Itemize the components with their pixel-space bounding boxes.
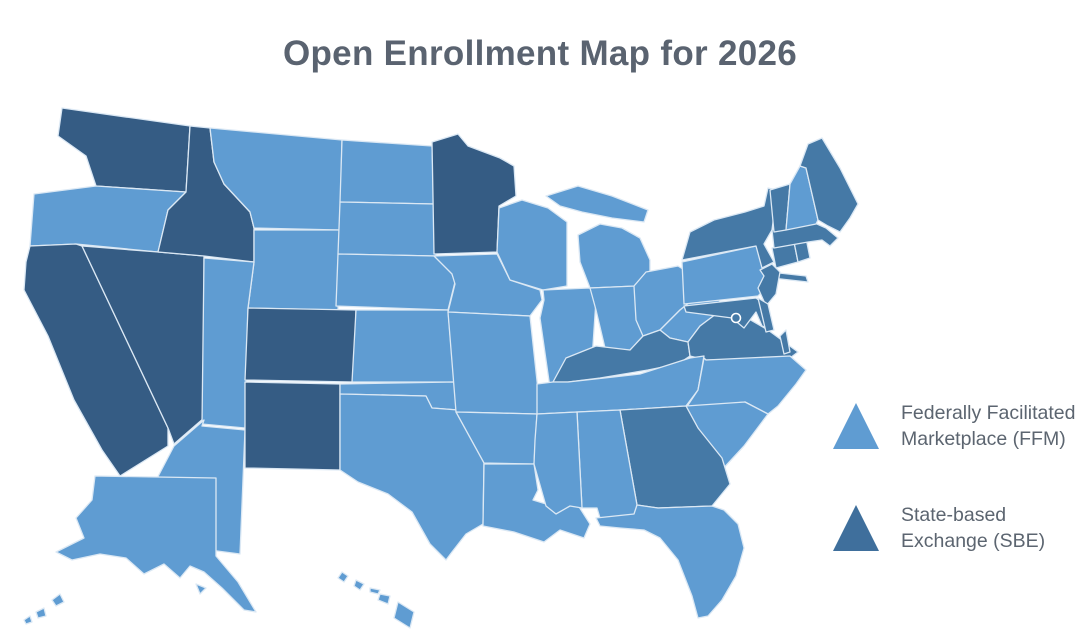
hawaii-oahu [353,579,365,591]
legend-item-ffm: Federally Facilitated Marketplace (FFM) [833,401,1076,452]
hawaii-big-island [393,601,415,629]
hawaii-kauai [337,571,349,583]
hawaii-maui [377,593,391,605]
state-colorado [244,307,357,383]
state-minnesota [431,133,517,255]
state-alaska [55,475,257,613]
legend-ffm-line1: Federally Facilitated [901,402,1076,424]
state-michigan-lower [577,223,651,289]
state-florida [595,504,745,619]
state-maine [799,137,859,233]
state-new-mexico [244,381,341,471]
state-new-jersey [757,263,781,307]
state-michigan-upper [545,185,649,223]
state-virginia-eastern-shore [779,329,791,355]
state-nebraska [335,253,456,311]
state-north-dakota [339,139,435,205]
state-south-dakota [337,201,437,257]
ffm-triangle-icon [833,403,879,449]
district-of-columbia-marker [730,312,742,324]
hawaii-molokai [369,587,381,595]
legend-item-sbe: State-based Exchange (SBE) [833,503,1045,554]
legend-ffm-label: Federally Facilitated Marketplace (FFM) [901,401,1076,452]
alaska-island-3 [23,615,33,625]
alaska-island-2 [35,607,47,619]
state-wisconsin [496,199,568,291]
state-delaware [757,297,775,333]
state-louisiana [482,463,591,543]
state-missouri [447,311,549,415]
legend-sbe-label: State-based Exchange (SBE) [901,503,1045,554]
state-kansas [351,309,455,383]
alaska-island-1 [51,593,65,607]
alaska-kodiak-island [195,583,207,595]
legend-sbe-line1: State-based [901,504,1007,526]
sbe-triangle-icon [833,505,879,551]
state-washington [57,107,191,193]
state-texas [339,393,485,561]
page-title: Open Enrollment Map for 2026 [282,34,798,73]
legend-ffm-line2: Marketplace (FFM) [901,427,1066,450]
state-wyoming [247,229,341,311]
state-kentucky [552,329,691,383]
legend-sbe-line2: Exchange (SBE) [901,529,1046,552]
state-mississippi [533,411,583,515]
